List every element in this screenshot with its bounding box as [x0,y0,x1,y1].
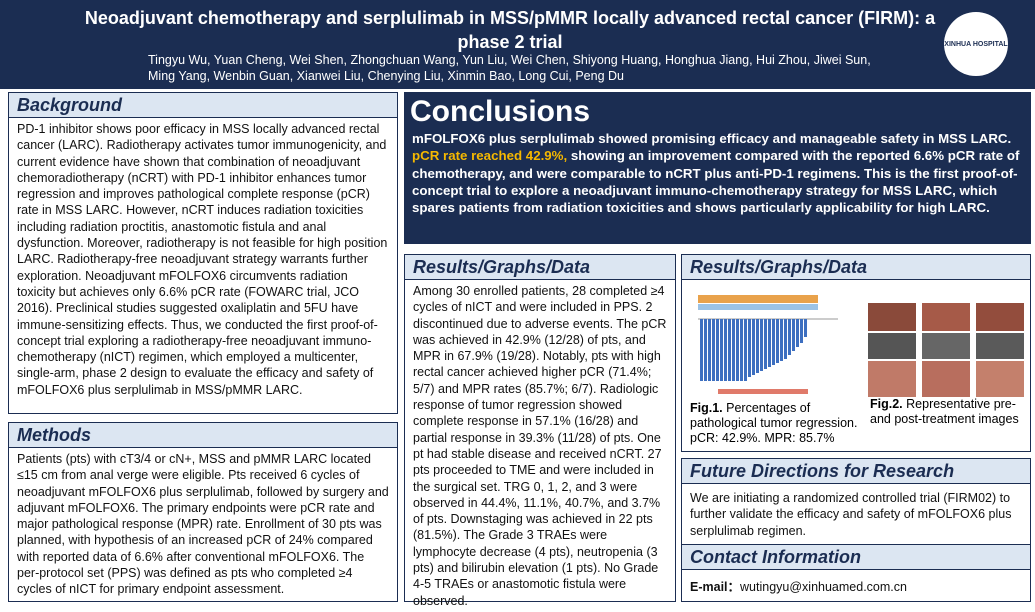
body-text: We are initiating a randomized controlle… [690,491,1012,538]
header: Neoadjuvant chemotherapy and serplulimab… [0,0,1035,89]
fig2-caption: Fig.2. Representative pre- and post-trea… [870,397,1028,427]
caption: Percentages of pathological tumor regres… [690,401,858,445]
contact-line: E-mail：wutingyu@xinhuamed.com.cn [682,570,1030,598]
highlight: pCR rate reached 42.9%, [412,148,568,164]
contact-section: Contact Information E-mail：wutingyu@xinh… [681,544,1031,602]
heading: Contact Information [682,545,1030,570]
body-text: Among 30 enrolled patients, 28 completed… [413,284,667,608]
heading: Results/Graphs/Data [682,255,1030,280]
body-text: Patients (pts) with cT3/4 or cN+, MSS an… [17,452,389,597]
body-text: mFOLFOX6 plus serplulimab showed promisi… [404,130,1031,216]
results-text-section: Results/Graphs/Data Among 30 enrolled pa… [404,254,676,608]
caption: Representative pre- and post-treatment i… [870,397,1019,426]
image-grid [868,303,1024,397]
fig-label: Fig.1. [690,401,723,415]
annotation-band [698,304,818,310]
fig1-caption: Fig.1. Percentages of pathological tumor… [690,401,862,446]
conclusions-section: Conclusions mFOLFOX6 plus serplulimab sh… [404,92,1031,244]
text: mFOLFOX6 plus serplulimab showed promisi… [412,131,1012,146]
heading: Future Directions for Research [682,459,1030,484]
background-section: Background PD-1 inhibitor shows poor eff… [8,92,398,414]
logo: XINHUA HOSPITAL [944,12,1008,76]
fig-label: Fig.2. [870,397,903,411]
legend-band [718,389,808,394]
heading: Methods [9,423,397,448]
heading: Conclusions [410,95,591,128]
methods-section: Methods Patients (pts) with cT3/4 or cN+… [8,422,398,602]
results-figures-section: Results/Graphs/Data Fig.1. Percentages o… [681,254,1031,452]
title: Neoadjuvant chemotherapy and serplulimab… [84,8,936,52]
heading: Results/Graphs/Data [405,255,675,280]
annotation-band [698,295,818,303]
heading: Background [9,93,397,118]
waterfall-figure [688,291,858,401]
text: showing an improvement compared with the… [412,148,1020,216]
bars [700,319,807,381]
future-section: Future Directions for Research We are in… [681,458,1031,546]
body-text: PD-1 inhibitor shows poor efficacy in MS… [17,122,388,397]
authors: Tingyu Wu, Yuan Cheng, Wei Shen, Zhongch… [148,53,871,83]
email: wutingyu@xinhuamed.com.cn [740,580,907,594]
email-label: E-mail： [690,580,741,594]
images-figure [868,303,1024,397]
